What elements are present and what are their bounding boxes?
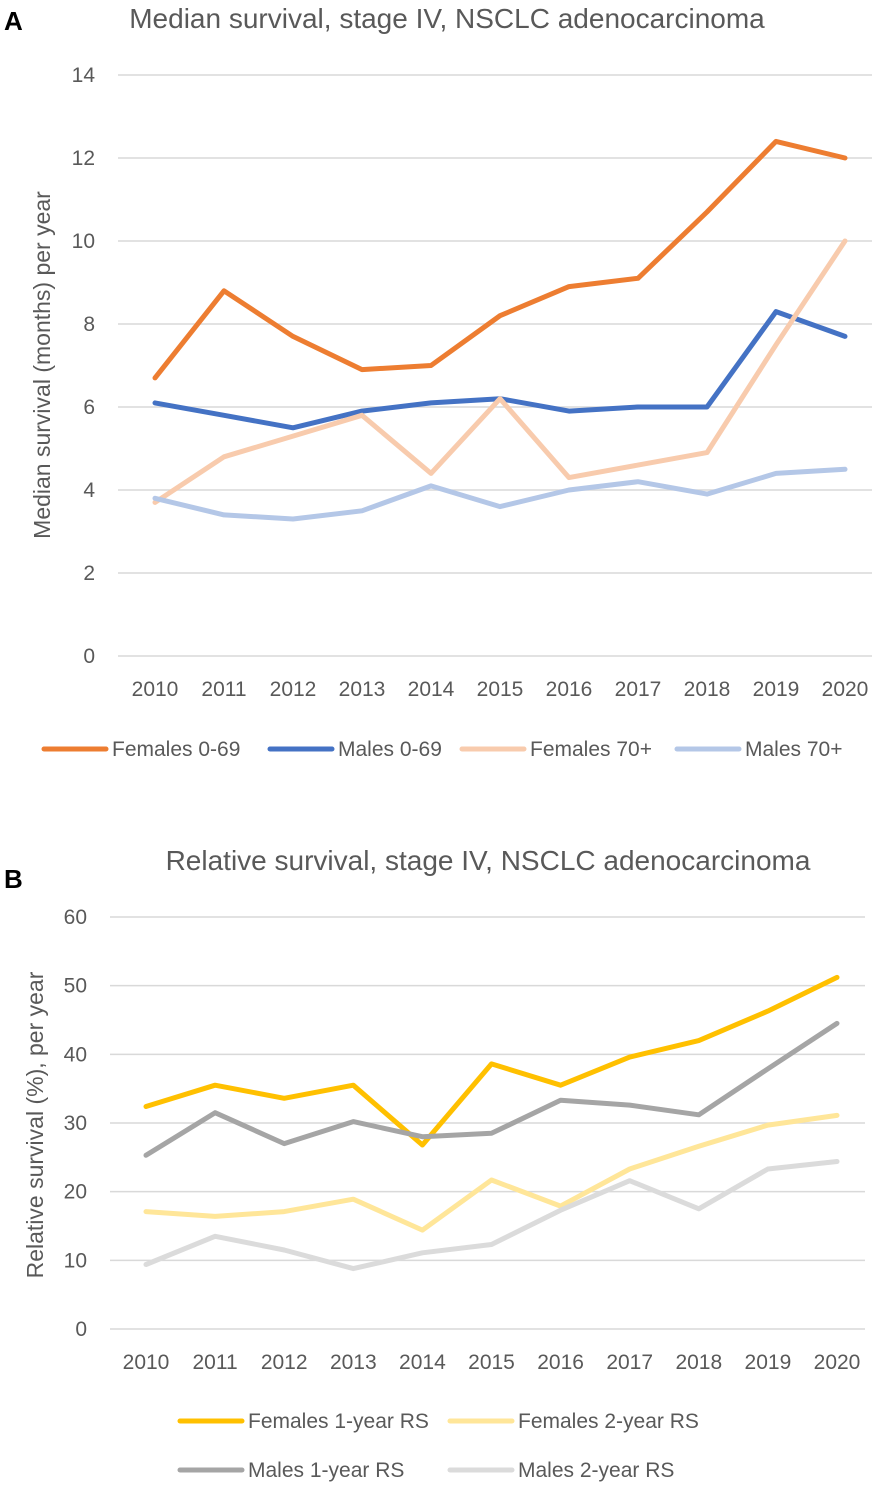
legend-item-males-0-69: Males 0-69 [267,738,442,761]
panel-b-x-tick-label: 2020 [814,1351,861,1374]
panel-b-x-tick-label: 2017 [606,1351,653,1374]
legend-label: Females 70+ [530,738,652,761]
panel-b-y-tick-label: 20 [64,1181,87,1204]
legend-label: Females 2-year RS [518,1410,699,1433]
series-line-males-2-year-rs [143,1159,840,1272]
panel-a-y-tick-label: 0 [83,645,95,668]
panel-a-y-tick-label: 4 [83,479,95,502]
legend-label: Females 0-69 [112,738,240,761]
panel-b-gridlines [110,916,865,1330]
panel-a-x-tick-label: 2011 [201,678,246,701]
legend-item-males-2-year-rs: Males 2-year RS [447,1459,674,1482]
panel-b-y-ticks: 0 10 20 30 40 50 60 [64,906,87,1341]
series-line-females-70 [152,238,848,505]
legend-label: Males 0-69 [338,738,442,761]
panel-b-x-ticks: 2010 2011 2012 2013 2014 2015 2016 2017 2018 2019… [123,1351,861,1374]
panel-a-x-tick-label: 2020 [822,678,869,701]
panel-a-y-tick-label: 10 [72,230,95,253]
panel-a-gridlines [118,74,872,657]
series-line-females-1-year-rs [143,974,840,1148]
panel-b-y-tick-label: 60 [64,906,87,929]
panel-b-y-tick-label: 0 [75,1318,87,1341]
panel-b-x-tick-label: 2010 [123,1351,170,1374]
panel-a-y-tick-label: 2 [83,562,95,585]
panel-b-x-tick-label: 2019 [745,1351,792,1374]
panel-a-y-ticks: 0 2 4 6 8 10 12 14 [72,64,96,668]
panel-b-y-tick-label: 10 [64,1249,87,1272]
panel-a-x-tick-label: 2016 [546,678,593,701]
legend-label: Females 1-year RS [248,1410,429,1433]
panel-a-x-tick-label: 2017 [615,678,662,701]
panel-b-y-axis-label: Relative survival (%), per year [22,971,48,1278]
panel-a-label: A [4,6,23,36]
panel-a-y-tick-label: 8 [83,313,95,336]
legend-item-females-1-year-rs: Females 1-year RS [177,1410,429,1433]
panel-b-relative-survival-chart: B Relative survival, stage IV, NSCLC ade… [4,845,865,1482]
series-line-males-70 [152,466,848,522]
panel-a-y-axis-label: Median survival (months) per year [29,191,55,539]
series-line-males-1-year-rs [143,1020,840,1158]
panel-a-x-tick-label: 2015 [477,678,524,701]
panel-a-x-tick-label: 2014 [408,678,455,701]
legend-item-males-1-year-rs: Males 1-year RS [177,1459,404,1482]
legend-item-females-2-year-rs: Females 2-year RS [447,1410,699,1433]
panel-b-x-tick-label: 2018 [675,1351,722,1374]
panel-a-x-tick-label: 2010 [132,678,179,701]
panel-b-y-tick-label: 50 [64,975,87,998]
panel-b-x-tick-label: 2011 [193,1351,238,1374]
legend-label: Males 2-year RS [518,1459,674,1482]
panel-a-y-tick-label: 12 [72,147,95,170]
panel-a-x-tick-label: 2019 [753,678,800,701]
panel-b-x-tick-label: 2015 [468,1351,515,1374]
panel-a-median-survival-chart: A Median survival, stage IV, NSCLC adeno… [4,3,872,761]
panel-a-series-lines [152,138,848,522]
legend-label: Males 70+ [745,738,842,761]
panel-a-x-tick-label: 2013 [339,678,386,701]
legend-item-males-70: Males 70+ [674,738,842,761]
panel-a-x-tick-label: 2012 [270,678,317,701]
panel-a-title: Median survival, stage IV, NSCLC adenoca… [129,3,765,34]
panel-b-series-lines [143,974,840,1272]
panel-a-legend: Females 0-69 Males 0-69 Females 70+ Males 7… [41,738,842,761]
panel-b-x-tick-label: 2012 [261,1351,308,1374]
panel-b-y-tick-label: 40 [64,1043,87,1066]
legend-item-females-0-69: Females 0-69 [41,738,240,761]
series-line-females-2-year-rs [143,1112,840,1233]
series-line-females-0-69 [152,138,848,381]
panel-a-x-ticks: 2010 2011 2012 2013 2014 2015 2016 2017 2018 2019… [132,678,869,701]
legend-item-females-70: Females 70+ [459,738,652,761]
panel-a-y-tick-label: 14 [72,64,96,87]
panel-b-x-tick-label: 2016 [537,1351,584,1374]
panel-b-y-tick-label: 30 [64,1112,87,1135]
panel-b-legend: Females 1-year RS Females 2-year RS Males … [177,1410,699,1482]
panel-a-y-tick-label: 6 [83,396,95,419]
series-line-males-0-69 [152,309,848,431]
panel-b-x-tick-label: 2014 [399,1351,446,1374]
panel-b-title: Relative survival, stage IV, NSCLC adeno… [166,845,811,876]
legend-label: Males 1-year RS [248,1459,404,1482]
panel-b-label: B [4,864,23,894]
panel-a-x-tick-label: 2018 [684,678,731,701]
panel-b-x-tick-label: 2013 [330,1351,377,1374]
